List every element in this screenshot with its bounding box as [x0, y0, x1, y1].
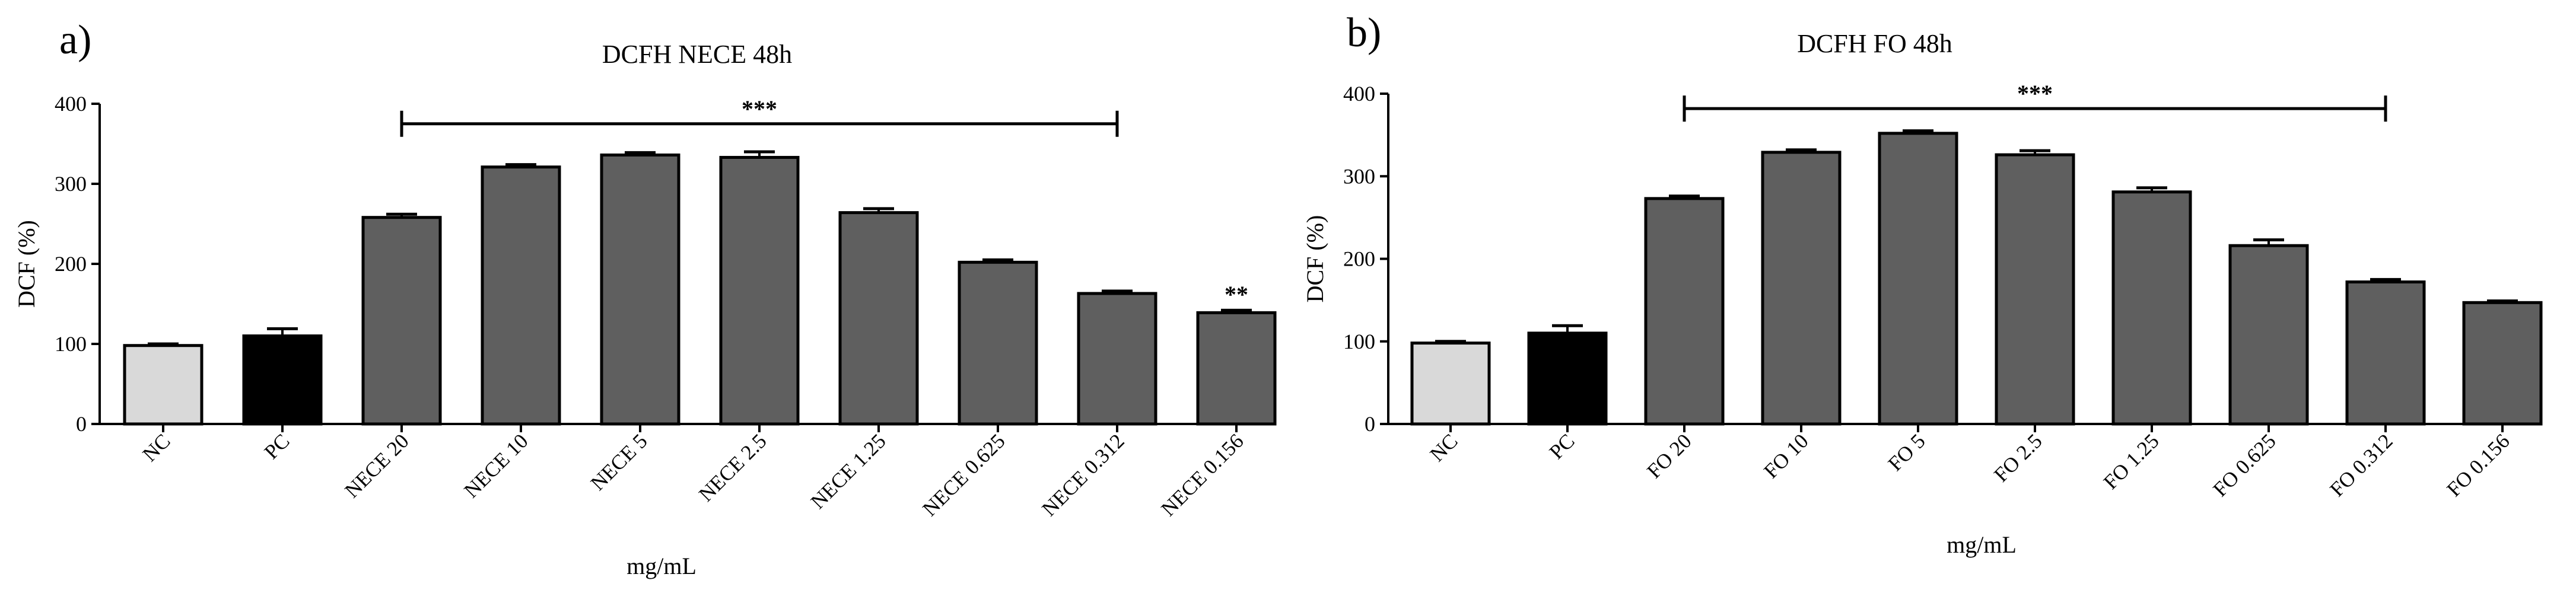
bar — [1527, 331, 1608, 426]
bar — [719, 155, 800, 426]
significance-label: *** — [742, 95, 777, 122]
x-tick-label: NECE 2.5 — [694, 429, 771, 506]
chart-panel-b: b) DCFH FO 48h 0 100 200 300 400 DCF (%) NC PC FO … — [1302, 10, 2543, 558]
y-tick-label: 200 — [55, 252, 87, 276]
bar — [1196, 311, 1277, 426]
significance-label: ** — [1225, 281, 1248, 308]
x-tick-label: FO 2.5 — [1989, 429, 2046, 486]
x-tick-label: FO 1.25 — [2099, 429, 2164, 494]
x-tick-label: NC — [138, 429, 175, 466]
x-tick-label: FO 5 — [1884, 429, 1930, 476]
bar — [1878, 132, 1958, 426]
panel-label: b) — [1347, 10, 1381, 56]
bar — [123, 344, 203, 426]
bar — [2345, 280, 2426, 426]
bar — [2111, 190, 2192, 426]
y-axis-title: DCF (%) — [1302, 215, 1328, 303]
y-tick-label: 100 — [55, 332, 87, 356]
x-tick-label: FO 0.625 — [2209, 429, 2281, 501]
x-tick-label: NECE 0.156 — [1157, 429, 1248, 521]
x-tick-label: FO 0.312 — [2326, 429, 2397, 501]
y-axis-title: DCF (%) — [13, 220, 40, 308]
y-tick-label: 400 — [55, 92, 87, 116]
bar — [1644, 197, 1725, 426]
bar — [838, 211, 919, 426]
y-tick-label: 300 — [55, 172, 87, 196]
y-tick-label: 0 — [76, 412, 87, 436]
x-axis-title: mg/mL — [1947, 531, 2017, 558]
bar — [1077, 292, 1157, 426]
bar — [481, 165, 561, 426]
bar — [242, 334, 323, 426]
x-axis-title: mg/mL — [626, 553, 697, 579]
x-tick-label: NECE 5 — [586, 429, 652, 495]
x-tick-label: NECE 0.312 — [1038, 429, 1129, 521]
x-tick-label: NECE 10 — [460, 429, 533, 502]
bar — [600, 153, 680, 426]
x-tick-label: PC — [1545, 429, 1579, 464]
y-tick-label: 100 — [1343, 330, 1375, 353]
chart-panel-a: a) DCFH NECE 48h 0 100 200 300 400 DCF (%) NC PC N… — [13, 17, 1277, 579]
bar — [1410, 342, 1491, 426]
y-tick-label: 200 — [1343, 247, 1375, 271]
x-tick-label: PC — [260, 429, 294, 464]
bar — [2462, 301, 2543, 426]
bar — [2228, 244, 2309, 426]
x-tick-label: FO 0.156 — [2443, 429, 2514, 501]
x-tick-label: NECE 1.25 — [806, 429, 891, 514]
bar — [1761, 151, 1842, 426]
bar — [958, 260, 1038, 426]
y-tick-label: 0 — [1365, 412, 1375, 436]
chart-title: DCFH FO 48h — [1797, 29, 1952, 58]
chart-title: DCFH NECE 48h — [602, 40, 792, 69]
x-tick-label: NECE 0.625 — [918, 429, 1010, 521]
y-tick-label: 400 — [1343, 82, 1375, 106]
x-tick-label: NECE 20 — [341, 429, 414, 502]
x-tick-label: FO 10 — [1760, 429, 1813, 483]
significance-label: *** — [2017, 80, 2053, 107]
x-tick-label: NC — [1426, 429, 1462, 466]
y-tick-label: 300 — [1343, 164, 1375, 188]
bar — [361, 216, 442, 426]
panel-label: a) — [59, 17, 91, 63]
bar — [1995, 153, 2075, 426]
x-tick-label: FO 20 — [1643, 429, 1696, 483]
